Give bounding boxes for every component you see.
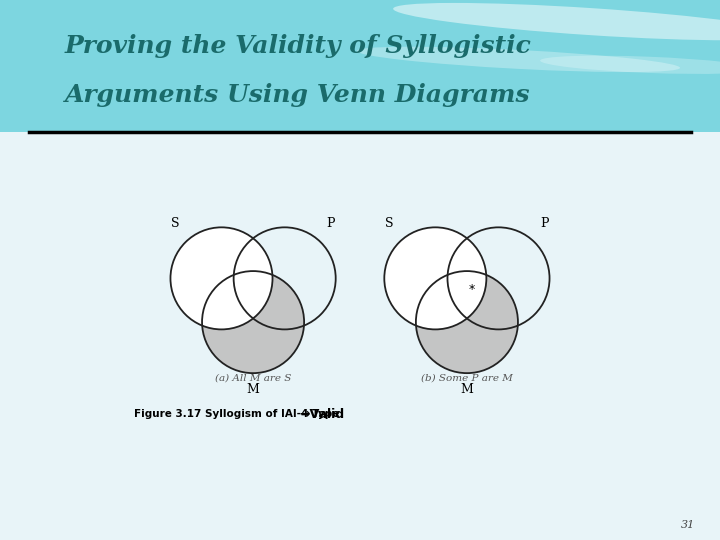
Text: P: P <box>327 217 335 230</box>
Text: Arguments Using Venn Diagrams: Arguments Using Venn Diagrams <box>65 83 531 107</box>
Text: →Valid: →Valid <box>300 408 344 421</box>
Text: S: S <box>385 217 393 230</box>
Text: *: * <box>469 283 475 296</box>
Text: M: M <box>461 383 473 396</box>
Ellipse shape <box>393 3 720 40</box>
Ellipse shape <box>540 56 720 74</box>
Circle shape <box>416 271 518 373</box>
Bar <box>0 132 720 540</box>
Circle shape <box>202 271 304 373</box>
Text: 31: 31 <box>680 520 695 530</box>
Text: S: S <box>171 217 179 230</box>
Circle shape <box>384 227 487 329</box>
Bar <box>0 0 720 132</box>
Text: M: M <box>247 383 259 396</box>
Circle shape <box>171 227 273 329</box>
Text: Figure 3.17 Syllogism of IAI-4 Type: Figure 3.17 Syllogism of IAI-4 Type <box>134 409 339 420</box>
Text: P: P <box>541 217 549 230</box>
Text: (a) All M are S: (a) All M are S <box>215 374 292 382</box>
Text: Proving the Validity of Syllogistic: Proving the Validity of Syllogistic <box>65 35 531 58</box>
Ellipse shape <box>357 47 680 72</box>
Text: (b) Some P are M: (b) Some P are M <box>421 374 513 382</box>
